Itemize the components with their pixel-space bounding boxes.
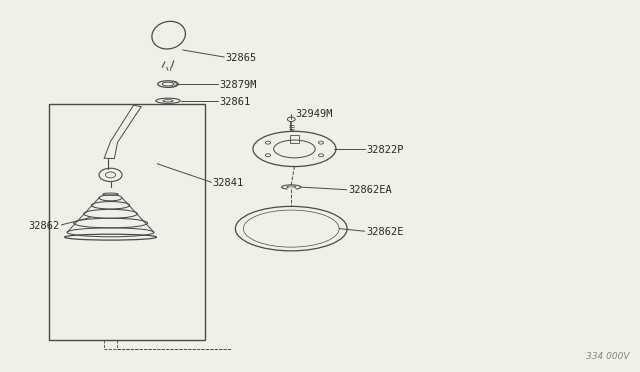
Bar [49, 105, 205, 340]
Text: 32862EA: 32862EA [348, 186, 392, 195]
Text: 32879M: 32879M [219, 80, 257, 90]
Text: 32861: 32861 [219, 96, 250, 106]
Bar [290, 135, 300, 143]
Text: 32862: 32862 [28, 221, 60, 231]
Text: 32862E: 32862E [366, 227, 403, 237]
Text: 32949M: 32949M [296, 109, 333, 119]
Text: 32865: 32865 [225, 53, 257, 63]
Text: 32822P: 32822P [366, 145, 403, 155]
Text: 334 000V: 334 000V [586, 352, 630, 361]
Text: 32841: 32841 [212, 178, 244, 188]
